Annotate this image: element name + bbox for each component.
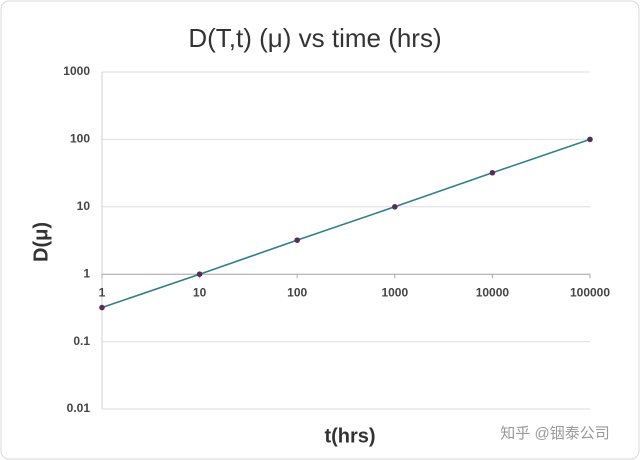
x-tick-label: 100000 [570, 285, 610, 299]
data-point [99, 304, 105, 311]
y-tick-label: 1000 [63, 64, 90, 78]
data-point [392, 204, 398, 210]
chart-title: D(T,t) (μ) vs time (hrs) [188, 23, 441, 53]
series-line [101, 138, 591, 309]
y-tick-label: 10 [77, 199, 91, 213]
y-tick-label: 0.1 [73, 334, 90, 348]
data-point [489, 169, 496, 176]
x-tick-label: 10000 [476, 285, 510, 299]
y-axis-label: D(μ) [30, 222, 52, 262]
x-tick-label: 1000 [381, 285, 408, 299]
data-point [294, 237, 301, 243]
y-tick-label: 1 [83, 266, 90, 280]
x-tick-label: 1 [99, 285, 106, 299]
data-point [196, 271, 203, 278]
data-point [587, 136, 593, 143]
y-tick-label: 100 [70, 132, 90, 146]
x-axis-label: t(hrs) [324, 425, 375, 447]
x-tick-label: 100 [287, 285, 307, 299]
watermark: 知乎 @铟泰公司 [500, 425, 609, 442]
y-tick-label: 0.01 [67, 401, 91, 415]
x-tick-label: 10 [193, 285, 207, 299]
